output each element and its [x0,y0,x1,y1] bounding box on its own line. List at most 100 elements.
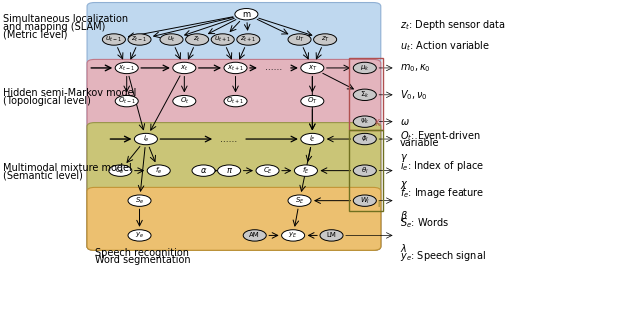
Text: $y_e$: Speech signal: $y_e$: Speech signal [400,249,486,263]
Text: $\beta$: $\beta$ [400,209,408,222]
Text: $O_{t+1}$: $O_{t+1}$ [227,96,244,106]
Circle shape [224,62,247,74]
Text: variable: variable [400,138,440,148]
Text: $y_e$: $y_e$ [135,231,144,240]
Circle shape [353,116,376,127]
Text: $\pi$: $\pi$ [225,166,233,175]
Text: $z_T$: $z_T$ [321,35,330,44]
Text: K: K [374,119,380,128]
Text: $f_E$: $f_E$ [302,166,310,176]
Text: $z_{t+1}$: $z_{t+1}$ [240,35,257,44]
Text: ......: ...... [221,135,237,143]
Text: (Semantic level): (Semantic level) [3,171,83,181]
Text: $W_l$: $W_l$ [360,196,370,206]
Text: $z_t$: $z_t$ [193,35,201,44]
Text: Speech recognition: Speech recognition [95,248,189,258]
Circle shape [192,165,215,176]
Text: $i_e$: Index of place: $i_e$: Index of place [400,159,484,173]
Text: ......: ...... [266,64,282,72]
Circle shape [243,230,266,241]
Text: $C_E$: $C_E$ [262,166,273,176]
Text: $u_t$: $u_t$ [167,35,176,44]
Text: $u_{t+1}$: $u_{t+1}$ [214,35,231,44]
Text: $S_e$: Words: $S_e$: Words [400,216,449,230]
Text: $x_{t-1}$: $x_{t-1}$ [118,63,135,73]
Text: $i_e$: $i_e$ [143,134,149,144]
Circle shape [115,95,138,107]
Circle shape [320,230,343,241]
Circle shape [353,133,376,145]
Circle shape [147,165,170,176]
Text: $V_0,\nu_0$: $V_0,\nu_0$ [400,88,428,102]
Text: (Metric level): (Metric level) [3,29,68,39]
Text: Hidden semi-Markov model: Hidden semi-Markov model [3,88,136,98]
Circle shape [211,34,234,45]
Text: $u_t$: Action variable: $u_t$: Action variable [400,39,490,53]
Text: $\phi_l$: $\phi_l$ [361,134,369,144]
Circle shape [237,34,260,45]
Text: $\chi$: $\chi$ [400,179,408,191]
Circle shape [314,34,337,45]
Text: $x_T$: $x_T$ [307,63,317,73]
Circle shape [235,9,258,20]
Text: $f_e$: Image feature: $f_e$: Image feature [400,186,484,200]
Text: $u_{t-1}$: $u_{t-1}$ [106,35,122,44]
Circle shape [353,195,376,206]
Text: $i_E$: $i_E$ [309,134,316,144]
FancyBboxPatch shape [87,3,381,250]
Circle shape [353,89,376,100]
Text: $S_e$: $S_e$ [135,196,144,206]
Circle shape [128,230,151,241]
Circle shape [115,62,138,74]
Circle shape [301,133,324,145]
Text: $\mu_k$: $\mu_k$ [360,63,369,73]
Circle shape [128,34,151,45]
Text: $O_t$: $O_t$ [180,96,189,106]
Circle shape [301,95,324,107]
Circle shape [282,230,305,241]
Text: $\omega$: $\omega$ [400,117,410,127]
Text: $\gamma$: $\gamma$ [400,152,408,164]
Text: $x_t$: $x_t$ [180,63,189,73]
FancyBboxPatch shape [87,187,381,250]
Text: $O_T$: $O_T$ [307,96,317,106]
Circle shape [218,165,241,176]
Text: $\psi_k$: $\psi_k$ [360,117,370,126]
Text: m: m [243,10,250,19]
Text: Multimodal mixture model: Multimodal mixture model [3,163,132,173]
Text: Simultaneous localization: Simultaneous localization [3,14,129,24]
Text: and mapping (SLAM): and mapping (SLAM) [3,21,106,32]
Text: $z_{t-1}$: $z_{t-1}$ [131,35,148,44]
Text: $z_t$: Depth sensor data: $z_t$: Depth sensor data [400,18,506,32]
Text: $C_e$: $C_e$ [115,166,125,176]
Text: $\lambda$: $\lambda$ [400,242,407,254]
Text: $\alpha$: $\alpha$ [200,166,207,175]
Circle shape [173,95,196,107]
Text: $x_{t+1}$: $x_{t+1}$ [227,63,244,73]
Text: $\Sigma_k$: $\Sigma_k$ [360,90,369,100]
Circle shape [134,133,157,145]
Circle shape [256,165,279,176]
Circle shape [288,195,311,206]
FancyBboxPatch shape [87,59,381,250]
Circle shape [102,34,125,45]
Text: Word segmentation: Word segmentation [95,255,190,265]
Circle shape [186,34,209,45]
FancyBboxPatch shape [87,123,381,250]
Circle shape [353,62,376,74]
Text: $m_0,\kappa_0$: $m_0,\kappa_0$ [400,62,431,74]
Text: LM: LM [326,233,337,238]
Text: $y_E$: $y_E$ [289,231,298,240]
Text: $O_{t-1}$: $O_{t-1}$ [118,96,136,106]
Circle shape [128,195,151,206]
Circle shape [353,165,376,176]
Text: I: I [377,200,380,209]
Circle shape [224,95,247,107]
Circle shape [160,34,183,45]
Circle shape [294,165,317,176]
Text: (Topological level): (Topological level) [3,96,91,106]
Circle shape [301,62,324,74]
Circle shape [109,165,132,176]
Text: $\theta_l$: $\theta_l$ [361,166,369,176]
Text: AM: AM [250,233,260,238]
